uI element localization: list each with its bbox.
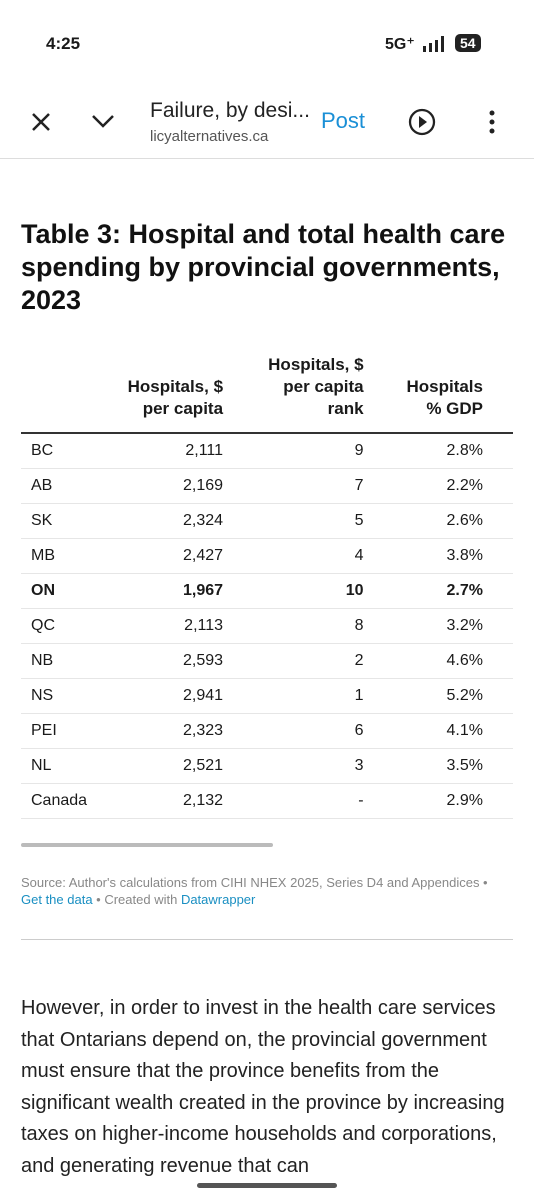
table-cell: 3.5% <box>393 748 513 784</box>
column-header: Hospitals, $ per capita rank <box>253 354 394 434</box>
divider <box>21 939 513 940</box>
table-row: NS 2,941 1 5.2% <box>21 678 513 714</box>
signal-icon <box>423 36 444 52</box>
table-row: MB 2,427 4 3.8% <box>21 538 513 574</box>
table-cell: ON <box>21 573 121 609</box>
table-row: SK 2,324 5 2.6% <box>21 503 513 539</box>
table-cell: 6 <box>253 713 394 749</box>
table-cell: 2,427 <box>121 538 254 574</box>
table-cell: 5.2% <box>393 678 513 714</box>
column-header: Hospitals, $ per capita <box>121 354 254 434</box>
page-url: licyalternatives.ca <box>150 128 269 145</box>
table-cell: 2,169 <box>121 468 254 504</box>
collapse-button[interactable] <box>90 112 116 130</box>
table-cell: 2.8% <box>393 433 513 469</box>
close-button[interactable] <box>30 111 52 133</box>
column-header <box>21 354 121 434</box>
table-row: NL 2,521 3 3.5% <box>21 748 513 784</box>
table-cell: 8 <box>253 608 394 644</box>
source-note: Source: Author's calculations from CIHI … <box>21 874 491 908</box>
clock: 4:25 <box>46 34 81 53</box>
table-row: QC 2,113 8 3.2% <box>21 608 513 644</box>
table-row: PEI 2,323 6 4.1% <box>21 713 513 749</box>
table-cell: 2,132 <box>121 783 254 819</box>
tool-link[interactable]: Datawrapper <box>180 892 256 907</box>
table-cell: 2.7% <box>393 573 513 609</box>
table-title: Table 3: Hospital and total health care … <box>21 219 506 315</box>
table-cell: PEI <box>21 713 121 749</box>
table-cell: 4 <box>253 538 394 574</box>
table-cell: BC <box>21 433 121 469</box>
column-header: Hospitals % GDP <box>393 354 513 434</box>
table-cell: 2,323 <box>121 713 254 749</box>
post-button[interactable]: Post <box>321 108 366 133</box>
table-cell: 2.2% <box>393 468 513 504</box>
table-cell: 3 <box>253 748 394 784</box>
table-cell: 3.8% <box>393 538 513 574</box>
created-text: • Created with <box>92 892 181 907</box>
table-cell: 2,941 <box>121 678 254 714</box>
table-cell: 1,967 <box>121 573 254 609</box>
table-cell: QC <box>21 608 121 644</box>
data-table: Hospitals, $ per capita Hospitals, $ per … <box>21 354 513 819</box>
table-row: ON 1,967 10 2.7% <box>21 573 513 609</box>
table-cell: 2 <box>253 643 394 679</box>
header-row: Hospitals, $ per capita Hospitals, $ per … <box>21 354 513 434</box>
table-cell: AB <box>21 468 121 504</box>
battery: 54 <box>455 34 481 52</box>
menu-button[interactable] <box>488 110 496 134</box>
table-cell: - <box>253 783 394 819</box>
table-cell: 2,593 <box>121 643 254 679</box>
data-link[interactable]: Get the data <box>21 892 93 907</box>
play-button[interactable] <box>408 108 436 136</box>
table-block: Table 3: Hospital and total health care … <box>21 218 513 940</box>
table-cell: 4.1% <box>393 713 513 749</box>
table-cell: 9 <box>253 433 394 469</box>
table-cell: 1 <box>253 678 394 714</box>
table-cell: 2,113 <box>121 608 254 644</box>
page-title: Failure, by desi... <box>150 99 310 122</box>
nav-handle[interactable] <box>197 1183 337 1188</box>
table-cell: MB <box>21 538 121 574</box>
table-cell: 10 <box>253 573 394 609</box>
network: 5G⁺ <box>385 36 415 53</box>
browser-toolbar: Failure, by desi... licyalternatives.ca … <box>0 84 534 159</box>
table-cell: 4.6% <box>393 643 513 679</box>
table-cell: 2.9% <box>393 783 513 819</box>
table-cell: NL <box>21 748 121 784</box>
table-row: BC 2,111 9 2.8% <box>21 433 513 469</box>
table-cell: NB <box>21 643 121 679</box>
table-row: NB 2,593 2 4.6% <box>21 643 513 679</box>
scrollbar[interactable] <box>21 843 273 847</box>
article-paragraph: However, in order to invest in the healt… <box>21 997 505 1177</box>
table-cell: Canada <box>21 783 121 819</box>
table-cell: 5 <box>253 503 394 539</box>
table-cell: 2.6% <box>393 503 513 539</box>
table-row: AB 2,169 7 2.2% <box>21 468 513 504</box>
table-cell: 2,324 <box>121 503 254 539</box>
table-cell: 3.2% <box>393 608 513 644</box>
status-bar: 4:25 5G⁺ 54 <box>0 28 534 60</box>
table-cell: 7 <box>253 468 394 504</box>
table-cell: 2,521 <box>121 748 254 784</box>
table-cell: 2,111 <box>121 433 254 469</box>
source-text: Source: Author's calculations from CIHI … <box>21 875 488 890</box>
table-row: Canada 2,132-2.9% <box>21 783 513 819</box>
table-cell: SK <box>21 503 121 539</box>
table-cell: NS <box>21 678 121 714</box>
